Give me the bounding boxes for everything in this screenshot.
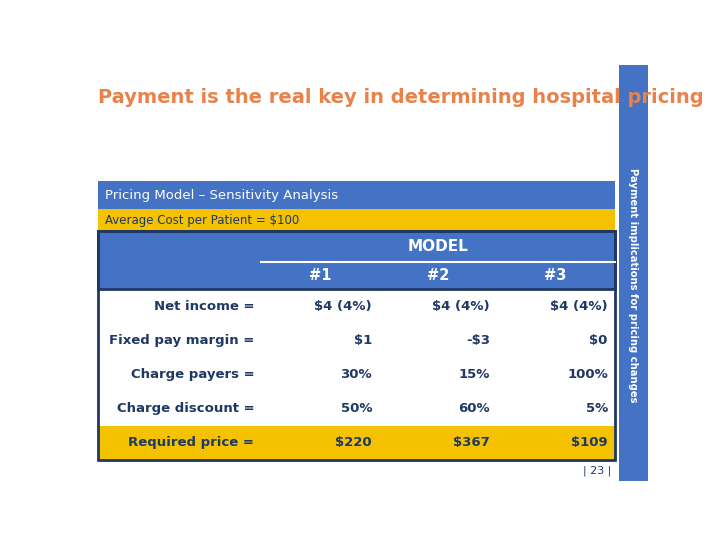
Text: Charge discount =: Charge discount = xyxy=(117,402,254,415)
Text: $4 (4%): $4 (4%) xyxy=(432,300,490,313)
Text: Fixed pay margin =: Fixed pay margin = xyxy=(109,334,254,347)
Text: $4 (4%): $4 (4%) xyxy=(550,300,608,313)
Text: #1: #1 xyxy=(309,268,331,284)
Text: #3: #3 xyxy=(544,268,567,284)
Text: Average Cost per Patient = $100: Average Cost per Patient = $100 xyxy=(105,214,300,227)
Text: $220: $220 xyxy=(336,436,372,449)
Text: 30%: 30% xyxy=(341,368,372,381)
Text: $367: $367 xyxy=(453,436,490,449)
Text: $109: $109 xyxy=(571,436,608,449)
Text: Pricing Model – Sensitivity Analysis: Pricing Model – Sensitivity Analysis xyxy=(105,189,338,202)
FancyBboxPatch shape xyxy=(99,210,615,231)
Text: Payment is the real key in determining hospital pricing: Payment is the real key in determining h… xyxy=(99,87,704,107)
Text: $0: $0 xyxy=(590,334,608,347)
FancyBboxPatch shape xyxy=(99,231,615,289)
FancyBboxPatch shape xyxy=(99,426,615,460)
FancyBboxPatch shape xyxy=(99,357,615,392)
Text: $1: $1 xyxy=(354,334,372,347)
Text: 15%: 15% xyxy=(459,368,490,381)
Text: Charge payers =: Charge payers = xyxy=(130,368,254,381)
Text: Net income =: Net income = xyxy=(154,300,254,313)
Text: 60%: 60% xyxy=(459,402,490,415)
Text: Required price =: Required price = xyxy=(128,436,254,449)
Text: 5%: 5% xyxy=(585,402,608,415)
FancyBboxPatch shape xyxy=(99,289,615,323)
FancyBboxPatch shape xyxy=(99,392,615,426)
Text: -$3: -$3 xyxy=(466,334,490,347)
Text: | 23 |: | 23 | xyxy=(583,465,612,476)
Text: MODEL: MODEL xyxy=(408,239,468,254)
Text: 100%: 100% xyxy=(567,368,608,381)
FancyBboxPatch shape xyxy=(99,323,615,357)
FancyBboxPatch shape xyxy=(619,65,648,481)
FancyBboxPatch shape xyxy=(99,181,615,210)
Text: 50%: 50% xyxy=(341,402,372,415)
Text: #2: #2 xyxy=(426,268,449,284)
Text: $4 (4%): $4 (4%) xyxy=(315,300,372,313)
Text: Payment implications for pricing changes: Payment implications for pricing changes xyxy=(629,168,639,402)
